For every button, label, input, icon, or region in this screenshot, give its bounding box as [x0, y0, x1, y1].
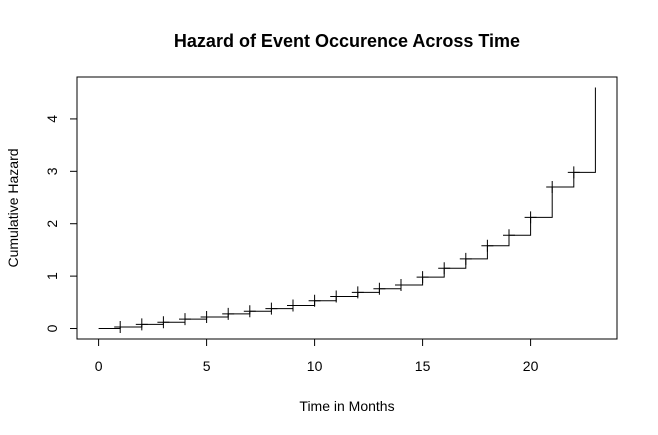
censor-mark [157, 316, 170, 329]
censor-mark [438, 262, 451, 275]
x-axis-label: Time in Months [299, 398, 394, 414]
x-tick-label: 10 [307, 358, 323, 374]
censor-mark [330, 290, 343, 303]
censor-mark [546, 181, 559, 194]
censor-mark [373, 282, 386, 295]
censor-mark [459, 252, 472, 265]
hazard-step-line [98, 87, 596, 330]
censor-mark [135, 318, 148, 331]
censor-mark [524, 211, 537, 224]
x-tick-label: 15 [415, 358, 431, 374]
y-tick-label: 1 [44, 272, 60, 280]
censor-mark [351, 286, 364, 299]
x-axis: 0 5 10 15 20 [95, 338, 539, 374]
x-tick-label: 5 [203, 358, 211, 374]
censor-mark [179, 313, 191, 326]
censor-mark [503, 229, 515, 242]
plot-area [98, 87, 596, 333]
censor-mark [265, 302, 278, 315]
censor-mark [222, 307, 235, 320]
y-tick-label: 0 [44, 324, 60, 332]
y-tick-label: 2 [44, 220, 60, 228]
chart-title: Hazard of Event Occurence Across Time [174, 31, 520, 51]
censor-mark [287, 299, 299, 312]
censor-mark [200, 310, 213, 323]
y-axis-label: Cumulative Hazard [5, 148, 21, 267]
censor-mark [395, 279, 407, 292]
censor-mark [567, 166, 580, 179]
censor-mark [481, 239, 494, 252]
y-tick-label: 3 [44, 167, 60, 175]
y-tick-label: 4 [44, 115, 60, 123]
x-tick-label: 20 [523, 358, 539, 374]
censor-mark [243, 305, 256, 318]
censor-mark [114, 320, 127, 333]
censor-mark [308, 294, 321, 307]
censor-mark [416, 271, 429, 284]
x-tick-label: 0 [95, 358, 103, 374]
plot-frame [76, 76, 618, 340]
y-axis: 0 1 2 3 4 [44, 115, 78, 332]
